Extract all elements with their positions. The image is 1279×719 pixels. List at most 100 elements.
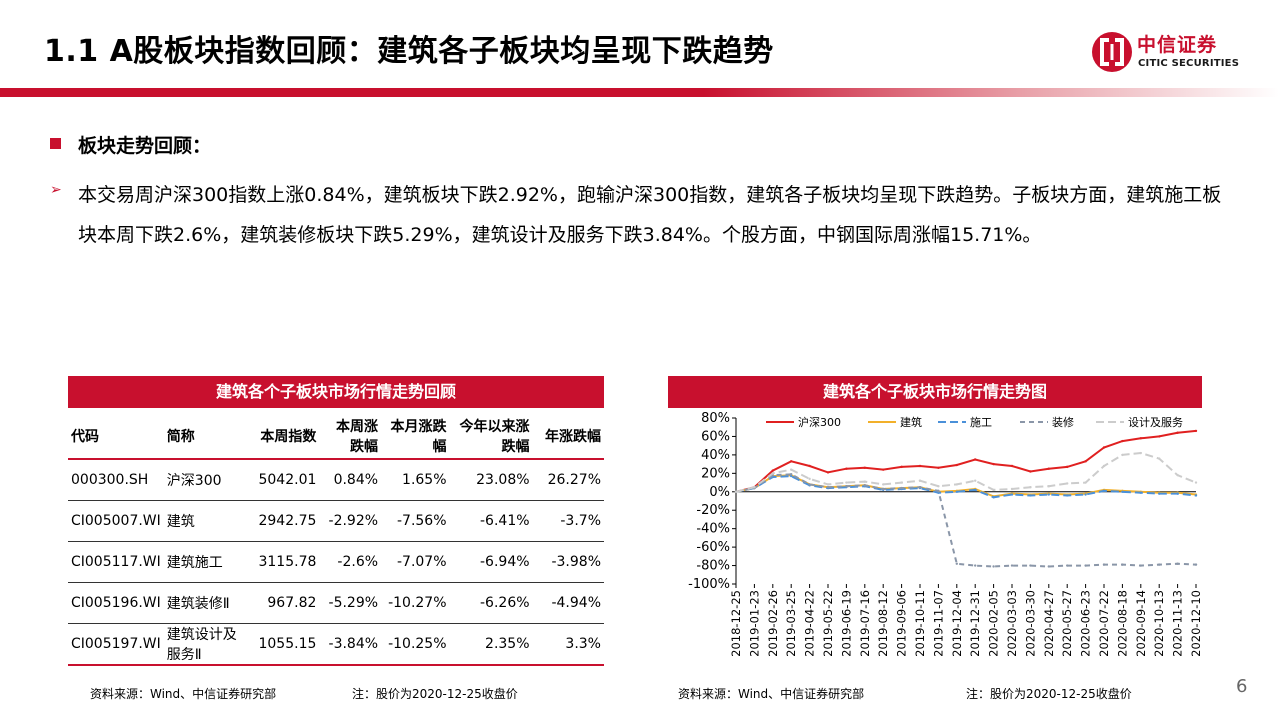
data-point — [1121, 439, 1124, 443]
data-point — [955, 490, 958, 493]
data-point — [918, 479, 922, 482]
cell-ytd: -6.41% — [449, 500, 533, 542]
data-point — [1102, 464, 1106, 468]
x-tick-label: 2019-06-19 — [839, 590, 853, 657]
cell-week: -3.84% — [319, 623, 382, 666]
data-point — [1010, 464, 1014, 468]
data-point — [1194, 481, 1198, 484]
cell-month: -10.25% — [381, 623, 450, 666]
data-point — [826, 471, 830, 474]
col-header-index: 本周指数 — [246, 414, 320, 460]
data-point — [1047, 485, 1050, 488]
cell-month: -7.07% — [381, 541, 450, 583]
data-point — [1158, 563, 1161, 566]
data-point — [863, 484, 866, 487]
cell-name: 建筑设计及服务Ⅱ — [163, 623, 247, 666]
cell-code: 000300.SH — [68, 459, 164, 501]
chart-title: 建筑各个子板块市场行情走势图 — [668, 376, 1202, 408]
data-point — [900, 465, 903, 469]
data-point — [1176, 562, 1179, 565]
data-point — [992, 462, 995, 466]
col-header-ytd: 今年以来涨跌幅 — [449, 414, 533, 460]
y-tick-label: 80% — [701, 411, 730, 426]
data-point — [1176, 492, 1179, 495]
x-tick-label: 2019-02-26 — [766, 590, 780, 657]
data-point — [955, 562, 958, 565]
cell-code: CI005196.WI — [68, 582, 164, 624]
data-point — [882, 468, 885, 471]
data-point — [1194, 429, 1198, 433]
data-point — [1176, 431, 1179, 434]
x-tick-label: 2019-12-31 — [968, 590, 982, 657]
x-tick-label: 2020-09-14 — [1134, 590, 1148, 657]
data-point — [955, 483, 958, 486]
table-row: CI005117.WI 建筑施工 3115.78 -2.6% -7.07% -6… — [68, 541, 604, 583]
x-tick-label: 2019-03-25 — [784, 590, 798, 657]
data-point — [863, 466, 866, 469]
data-point — [808, 483, 811, 486]
data-point — [882, 487, 885, 491]
data-point — [1158, 457, 1161, 460]
legend-label: 沪深300 — [798, 415, 841, 429]
cell-week: -2.6% — [319, 541, 382, 583]
x-tick-label: 2019-11-07 — [931, 590, 945, 657]
cell-month: 1.65% — [381, 459, 450, 501]
data-point — [1029, 470, 1032, 473]
legend-label: 设计及服务 — [1128, 416, 1183, 429]
data-point — [790, 460, 793, 463]
page-number: 6 — [1236, 676, 1248, 697]
data-point — [1029, 494, 1032, 497]
chart-note: 注：股价为2020-12-25收盘价 — [966, 687, 1132, 701]
chart-source: 资料来源：Wind、中信证券研究部 — [678, 687, 865, 701]
x-tick-label: 2019-08-12 — [876, 590, 890, 657]
data-point — [1010, 493, 1014, 496]
cell-code: CI005197.WI — [68, 623, 164, 666]
data-point — [826, 483, 830, 486]
data-point — [974, 458, 977, 461]
series-line — [735, 474, 1197, 498]
x-tick-label: 2019-12-04 — [950, 590, 964, 657]
data-point — [1121, 563, 1124, 566]
data-point — [808, 477, 811, 481]
x-tick-label: 2020-03-30 — [1023, 590, 1037, 657]
data-point — [771, 472, 774, 475]
cell-week: 0.84% — [319, 459, 382, 501]
data-point — [1084, 564, 1087, 567]
data-point — [790, 473, 793, 476]
cell-ytd: 23.08% — [449, 459, 533, 501]
data-point — [1066, 494, 1069, 497]
x-tick-label: 2019-01-23 — [747, 590, 761, 657]
y-tick-label: -80% — [696, 559, 730, 574]
x-tick-label: 2019-07-16 — [858, 590, 872, 657]
x-tick-label: 2020-04-27 — [1042, 590, 1056, 657]
data-point — [826, 485, 830, 489]
series-line — [735, 473, 1197, 568]
data-point — [1029, 564, 1032, 567]
series-line — [735, 451, 1197, 493]
data-point — [753, 485, 756, 489]
data-point — [1066, 482, 1069, 485]
cell-name: 建筑 — [163, 500, 247, 542]
cell-name: 建筑施工 — [163, 541, 247, 583]
data-point — [974, 479, 977, 482]
cell-index: 2942.75 — [246, 500, 320, 542]
data-point — [863, 480, 866, 483]
series-line — [735, 475, 1197, 499]
table-row: CI005197.WI 建筑设计及服务Ⅱ 1055.15 -3.84% -10.… — [68, 623, 604, 666]
legend-label: 建筑 — [900, 415, 922, 429]
table-row: 000300.SH 沪深300 5042.01 0.84% 1.65% 23.0… — [68, 459, 604, 501]
sector-table: 代码 简称 本周指数 本周涨跌幅 本月涨跌幅 今年以来涨跌幅 年涨跌幅 0003… — [68, 414, 604, 666]
x-tick-label: 2018-12-25 — [729, 590, 743, 657]
data-point — [1084, 493, 1087, 496]
x-tick-label: 2019-04-22 — [803, 590, 817, 657]
data-point — [1066, 564, 1069, 567]
y-tick-label: 20% — [701, 466, 730, 481]
x-tick-label: 2020-02-05 — [987, 590, 1001, 657]
series-line — [735, 429, 1197, 493]
legend-label: 装修 — [1052, 415, 1074, 429]
data-point — [1102, 489, 1106, 493]
col-header-month: 本月涨跌幅 — [381, 414, 450, 460]
legend-label: 施工 — [970, 416, 992, 429]
table-note: 注：股价为2020-12-25收盘价 — [352, 687, 518, 701]
table-header-row: 代码 简称 本周指数 本周涨跌幅 本月涨跌幅 今年以来涨跌幅 年涨跌幅 — [68, 414, 604, 460]
